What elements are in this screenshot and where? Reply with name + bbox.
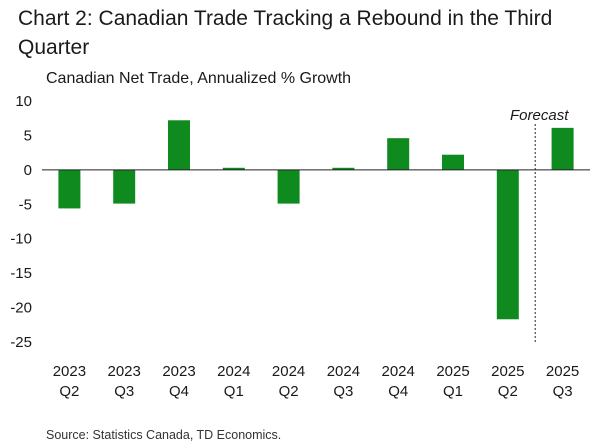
x-tick-label-quarter: Q3 bbox=[333, 383, 353, 400]
x-tick-label-year: 2023 bbox=[53, 363, 86, 380]
x-tick-label-year: 2024 bbox=[217, 363, 250, 380]
y-tick-label: 0 bbox=[24, 162, 32, 179]
x-tick-label-year: 2023 bbox=[162, 363, 195, 380]
x-tick-label-year: 2024 bbox=[272, 363, 305, 380]
bar bbox=[332, 167, 355, 170]
x-tick-label-quarter: Q4 bbox=[388, 383, 408, 400]
x-tick-label-year: 2024 bbox=[382, 363, 415, 380]
x-tick-label-quarter: Q2 bbox=[498, 383, 518, 400]
x-tick-label-quarter: Q3 bbox=[114, 383, 134, 400]
x-tick-label-quarter: Q1 bbox=[443, 383, 463, 400]
x-axis: 2023 Q2 2023 Q3 2023 Q4 2024 Q1 2024 Q2 2024 Q3 2024… bbox=[42, 169, 590, 400]
y-tick-label: -20 bbox=[10, 300, 32, 317]
bar bbox=[387, 138, 410, 170]
forecast-annotation: Forecast bbox=[510, 107, 569, 342]
x-tick-label-quarter: Q1 bbox=[224, 383, 244, 400]
x-tick-label-year: 2023 bbox=[108, 363, 141, 380]
x-tick-label-year: 2025 bbox=[491, 363, 524, 380]
bar bbox=[277, 169, 300, 204]
bar bbox=[551, 127, 574, 170]
y-tick-label: -10 bbox=[10, 231, 32, 248]
y-tick-label: 10 bbox=[15, 93, 32, 110]
bar-series bbox=[58, 120, 574, 320]
bar bbox=[442, 154, 464, 170]
source-note: Source: Statistics Canada, TD Economics. bbox=[46, 428, 282, 442]
x-tick-label-quarter: Q4 bbox=[169, 383, 189, 400]
y-tick-label: 5 bbox=[24, 127, 32, 144]
bar bbox=[496, 169, 519, 320]
y-tick-label: -25 bbox=[10, 334, 32, 351]
bar bbox=[222, 167, 245, 170]
x-tick-label-year: 2025 bbox=[546, 363, 579, 380]
y-tick-label: -5 bbox=[19, 196, 32, 213]
x-tick-label-year: 2025 bbox=[436, 363, 469, 380]
forecast-label: Forecast bbox=[510, 107, 569, 124]
bar bbox=[168, 120, 190, 170]
y-tick-label: -15 bbox=[10, 265, 32, 282]
x-tick-label-quarter: Q2 bbox=[279, 383, 299, 400]
x-tick-label-quarter: Q3 bbox=[553, 383, 573, 400]
x-tick-label-quarter: Q2 bbox=[59, 383, 79, 400]
y-axis: 10 5 0 -5 -10 -15 -20 -25 bbox=[10, 93, 32, 351]
chart-title: Chart 2: Canadian Trade Tracking a Rebou… bbox=[18, 7, 553, 59]
bar bbox=[58, 169, 81, 209]
chart-subtitle: Canadian Net Trade, Annualized % Growth bbox=[46, 70, 352, 87]
bar bbox=[113, 169, 136, 204]
x-tick-label-year: 2024 bbox=[327, 363, 360, 380]
